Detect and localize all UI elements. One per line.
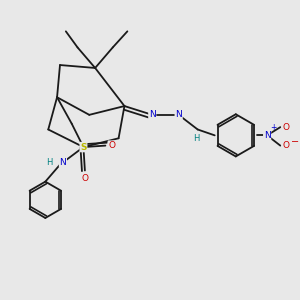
Text: N: N <box>175 110 182 119</box>
Text: N: N <box>149 110 156 119</box>
Text: N: N <box>264 131 271 140</box>
Text: O: O <box>282 123 289 132</box>
Text: H: H <box>46 158 53 167</box>
Text: +: + <box>270 123 277 132</box>
Text: O: O <box>81 174 88 183</box>
Text: −: − <box>292 137 300 147</box>
Text: N: N <box>59 158 66 167</box>
Text: S: S <box>80 142 87 152</box>
Text: O: O <box>282 141 289 150</box>
Text: O: O <box>108 141 115 150</box>
Text: H: H <box>193 134 200 143</box>
